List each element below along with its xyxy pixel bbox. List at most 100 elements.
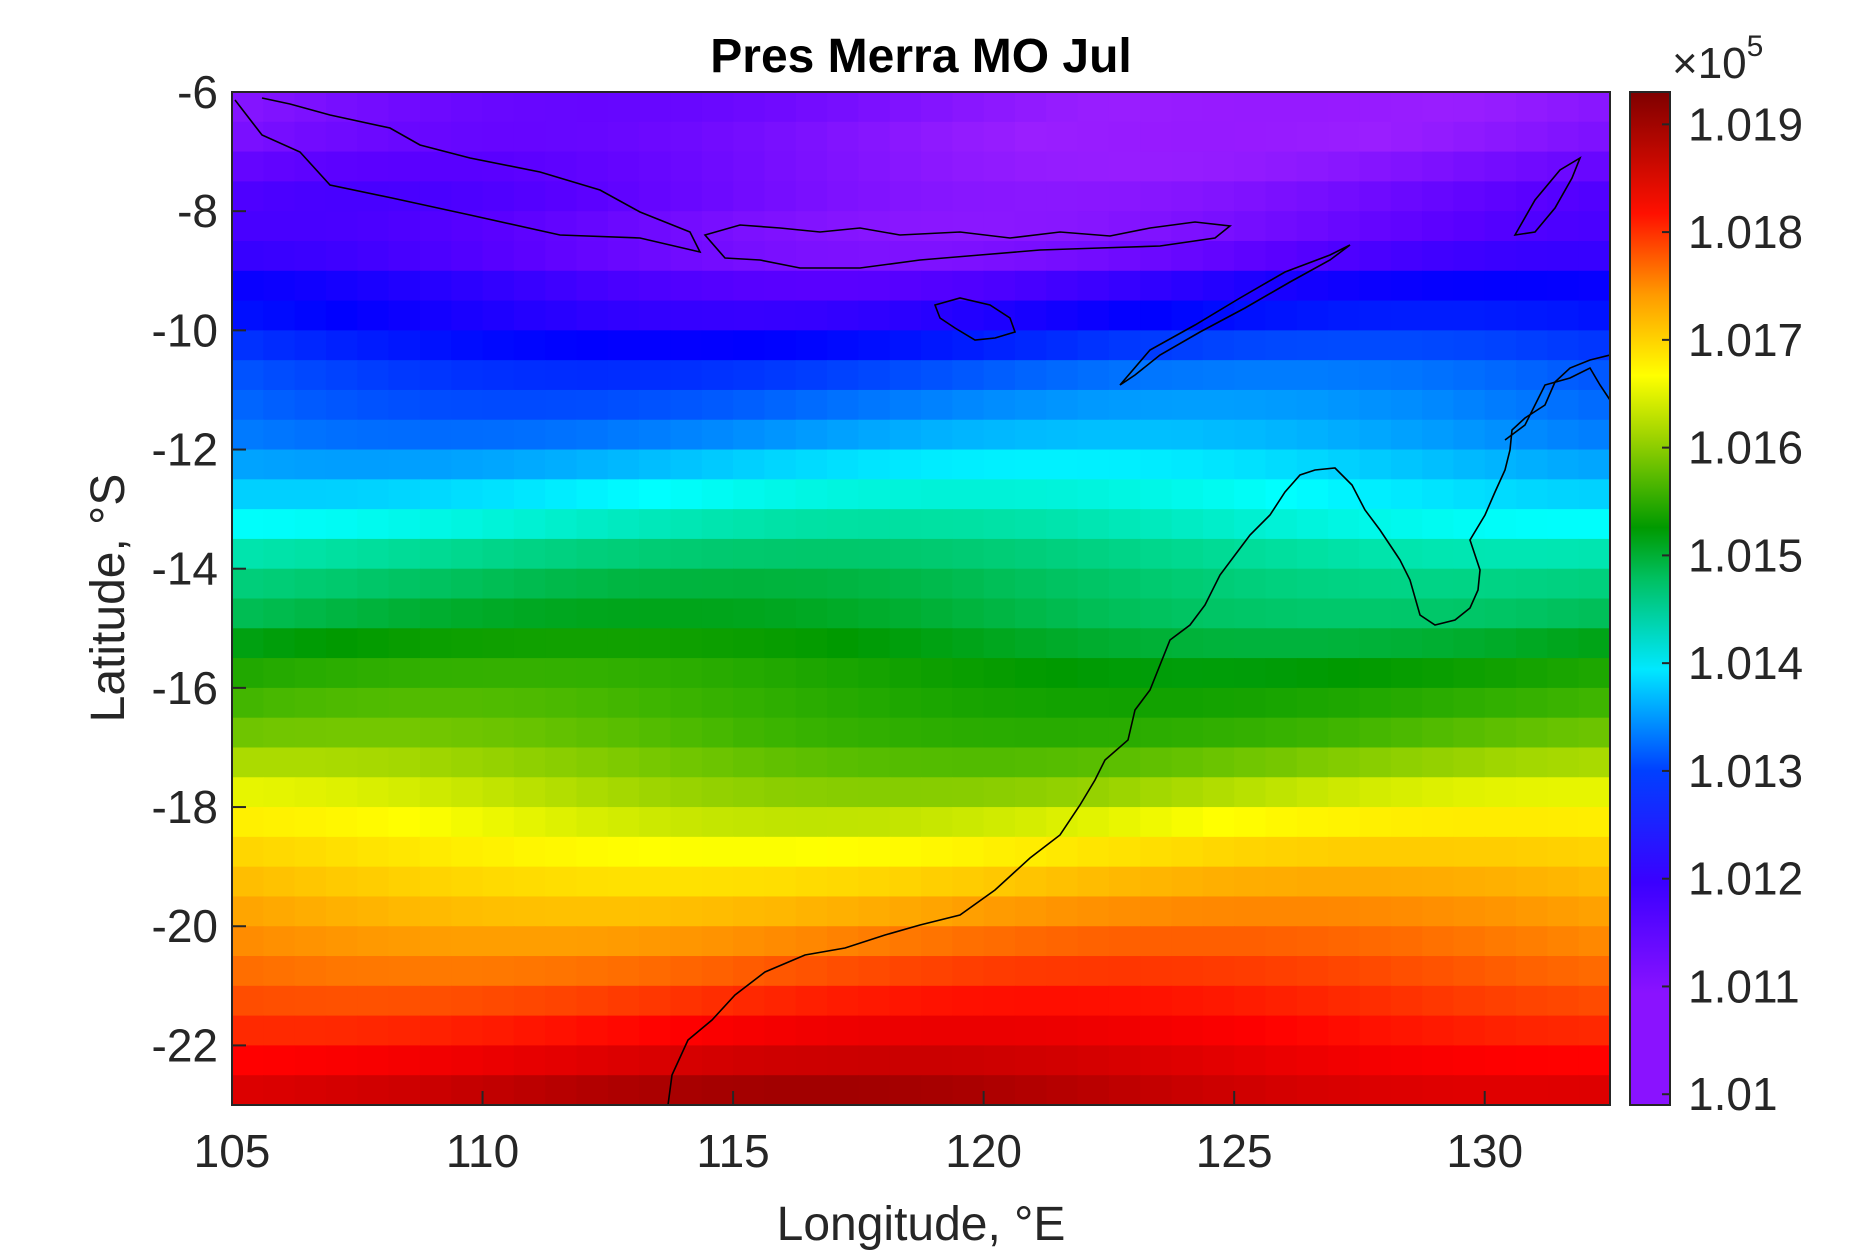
heatmap-cell (889, 836, 922, 868)
heatmap-cell (1296, 985, 1329, 1017)
heatmap-cell (889, 896, 922, 927)
heatmap-cell (1328, 896, 1361, 927)
heatmap-cell (1578, 270, 1610, 302)
heatmap-cell (952, 926, 985, 957)
heatmap-cell (952, 449, 985, 480)
heatmap-cell (451, 956, 484, 987)
heatmap-cell (1484, 509, 1517, 540)
heatmap-cell (1108, 449, 1141, 480)
heatmap-cell (294, 211, 327, 242)
heatmap-cell (827, 717, 859, 749)
heatmap-cell (294, 479, 327, 510)
heatmap-cell (1328, 270, 1361, 302)
heatmap-cell (1484, 389, 1517, 421)
heatmap-cell (451, 896, 484, 927)
heatmap-cell (607, 121, 640, 153)
heatmap-cell (294, 181, 327, 212)
heatmap-cell (1202, 956, 1235, 987)
heatmap-cell (1484, 628, 1517, 659)
heatmap-cell (1202, 598, 1235, 629)
heatmap-cell (513, 270, 546, 302)
heatmap-cell (670, 807, 703, 838)
heatmap-cell (952, 747, 985, 778)
heatmap-cell (1359, 270, 1392, 302)
y-tick-label: -14 (152, 543, 218, 595)
heatmap-cell (1171, 479, 1204, 510)
heatmap-cell (1077, 1045, 1110, 1076)
heatmap-cell (827, 747, 859, 778)
heatmap-cell (482, 985, 515, 1017)
heatmap-cell (701, 181, 734, 212)
heatmap-cell (1578, 538, 1610, 570)
heatmap-cell (1328, 926, 1361, 957)
heatmap-cell (1171, 1045, 1204, 1076)
heatmap-cell (294, 509, 327, 540)
heatmap-cell (451, 628, 484, 659)
heatmap-cell (1108, 896, 1141, 927)
heatmap-cell (1484, 598, 1517, 629)
heatmap-cell (1484, 330, 1517, 361)
heatmap-cell (701, 92, 734, 123)
heatmap-cell (513, 658, 546, 689)
heatmap-cell (1014, 419, 1047, 451)
heatmap-cell (419, 121, 452, 153)
heatmap-cell (482, 300, 515, 331)
heatmap-cell (576, 449, 609, 480)
heatmap-cell (1077, 687, 1110, 719)
heatmap-cell (764, 211, 797, 242)
heatmap-cell (1328, 240, 1361, 272)
coastline-bali-nusa (703, 221, 1233, 269)
heatmap-cell (419, 330, 452, 361)
heatmap-cell (294, 747, 327, 778)
heatmap-cell (983, 985, 1016, 1017)
heatmap-cell (294, 360, 327, 391)
heatmap-cell (1328, 777, 1361, 808)
heatmap-cell (1202, 181, 1235, 212)
heatmap-cell (357, 419, 390, 451)
heatmap-cell (1359, 956, 1392, 987)
heatmap-cell (1014, 687, 1047, 719)
heatmap-cell (1359, 181, 1392, 212)
heatmap-cell (1422, 747, 1455, 778)
heatmap-cell (451, 270, 484, 302)
heatmap-cell (1390, 419, 1423, 451)
heatmap-cell (1265, 211, 1298, 242)
heatmap-cell (1328, 479, 1361, 510)
heatmap-cell (639, 509, 672, 540)
heatmap-cell (889, 419, 922, 451)
heatmap-cell (952, 360, 985, 391)
heatmap-cell (513, 747, 546, 778)
heatmap-cell (1202, 1075, 1235, 1105)
heatmap-cell (1484, 866, 1517, 898)
heatmap-cell (576, 538, 609, 570)
heatmap-cell (1328, 538, 1361, 570)
heatmap-cell (921, 300, 953, 331)
heatmap-cell (1390, 449, 1423, 480)
heatmap-cell (325, 836, 358, 868)
heatmap-cell (1171, 300, 1204, 331)
heatmap-cell (701, 1045, 734, 1076)
heatmap-cell (1171, 1015, 1204, 1047)
heatmap-cell (1453, 389, 1486, 421)
heatmap-cell (513, 1015, 546, 1047)
heatmap-cell (1265, 151, 1298, 182)
heatmap-cell (357, 538, 390, 570)
heatmap-cell (795, 777, 828, 808)
heatmap-cell (670, 717, 703, 749)
heatmap-cell (733, 628, 766, 659)
heatmap-cell (1140, 866, 1173, 898)
heatmap-cell (1484, 240, 1517, 272)
heatmap-cell (545, 300, 578, 331)
heatmap-cell (1296, 151, 1329, 182)
heatmap-cell (1077, 360, 1110, 391)
heatmap-cell (1046, 92, 1079, 123)
heatmap-cell (388, 360, 421, 391)
heatmap-cell (858, 389, 891, 421)
heatmap-cell (232, 568, 264, 600)
heatmap-cell (764, 330, 797, 361)
heatmap-cell (858, 479, 891, 510)
heatmap-cell (1202, 270, 1235, 302)
heatmap-cell (733, 747, 766, 778)
heatmap-cell (1390, 628, 1423, 659)
heatmap-cell (1422, 807, 1455, 838)
